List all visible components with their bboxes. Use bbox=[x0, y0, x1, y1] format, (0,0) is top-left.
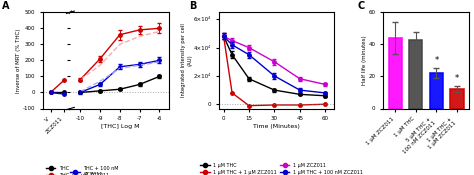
Text: B: B bbox=[190, 1, 197, 11]
X-axis label: [THC] Log M: [THC] Log M bbox=[100, 124, 139, 129]
Y-axis label: Integrated Intensity per cell
(AU): Integrated Intensity per cell (AU) bbox=[182, 23, 192, 97]
Y-axis label: Half life (minutes): Half life (minutes) bbox=[362, 36, 367, 85]
Legend: THC, THC + 1 μM ZCZ011, Simulated THC +
1 μM ZCZ011: THC, THC + 1 μM ZCZ011, Simulated THC + … bbox=[44, 164, 111, 175]
Text: C: C bbox=[358, 1, 365, 11]
Bar bbox=[389, 38, 402, 108]
Bar bbox=[409, 40, 422, 108]
Text: A: A bbox=[2, 1, 10, 11]
Bar bbox=[450, 89, 464, 108]
Bar bbox=[429, 73, 443, 108]
Legend: THC + 100 nM
ZCZ011, Simulated THC +
100 nM ZCZ011: THC + 100 nM ZCZ011, Simulated THC + 100… bbox=[68, 164, 128, 175]
Y-axis label: Inverse of MRT (% THC): Inverse of MRT (% THC) bbox=[16, 28, 21, 93]
Text: *: * bbox=[455, 74, 459, 83]
X-axis label: Time (Minutes): Time (Minutes) bbox=[253, 124, 300, 129]
Legend: 1 μM THC, 1 μM THC + 1 μM ZCZ011, 1 μM ZCZ011, 1 μM THC + 100 nM ZCZ011: 1 μM THC, 1 μM THC + 1 μM ZCZ011, 1 μM Z… bbox=[198, 161, 365, 175]
Text: *: * bbox=[434, 56, 438, 65]
